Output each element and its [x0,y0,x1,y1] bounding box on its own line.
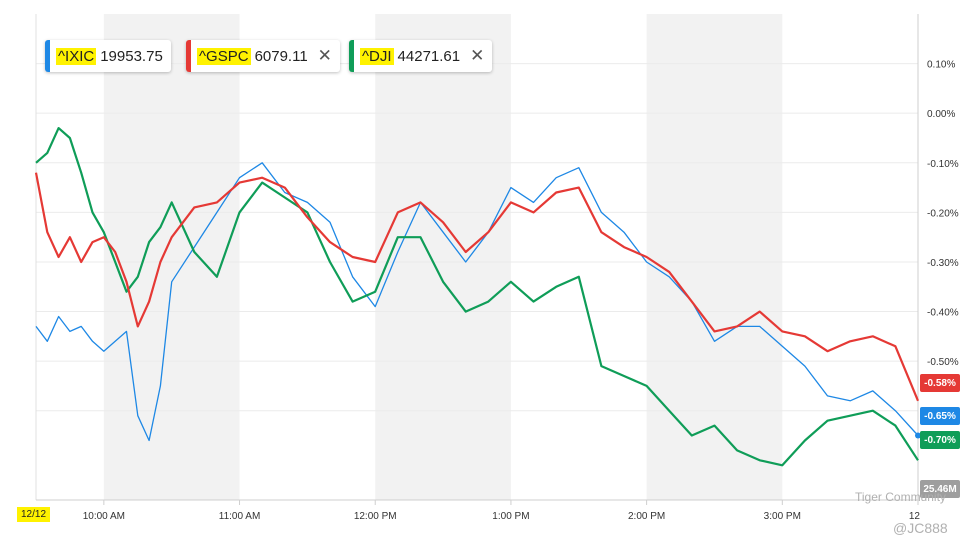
series-end-dot-ixic [915,432,921,439]
y-tick-label: -0.20% [927,208,959,219]
y-tick-label: -0.50% [927,357,959,368]
series-lines [34,127,921,467]
watermark-brand: Tiger Community [855,490,946,504]
x-tick-label: 10:00 AM [83,511,125,522]
close-icon[interactable]: ✕ [470,46,485,65]
y-axis-ticks: 0.10% 0.00% -0.10% -0.20% -0.30% -0.40% -0.50%… [927,60,959,418]
badge-dji: -0.70% [920,431,960,449]
legend-chip-dji[interactable]: ^DJI 44271.61 ✕ [349,40,493,72]
x-tick-label: 12 [909,511,921,522]
legend-color-ixic [45,40,50,72]
y-tick-label: -0.30% [927,258,959,269]
watermark-user: @JC888 [893,520,948,536]
x-tick-label: 11:00 AM [219,511,261,522]
badge-volume: 25.46M [920,480,960,498]
legend-value-gspc: 6079.11 [254,47,308,65]
legend-symbol-ixic: ^IXIC [56,47,97,65]
legend-symbol-dji: ^DJI [360,47,394,65]
series-line-ixic [35,162,919,442]
session-band-1 [375,14,511,500]
y-tick-label: -0.40% [927,308,959,319]
close-icon[interactable]: ✕ [317,46,332,65]
y-tick-label: -0.10% [927,159,959,170]
series-line-dji [35,127,919,467]
session-band-2 [646,14,783,500]
badge-ixic: -0.65% [920,407,960,425]
legend-symbol-gspc: ^GSPC [197,47,251,65]
x-tick-label: 3:00 PM [764,511,801,522]
legend-chip-ixic[interactable]: ^IXIC 19953.75 [45,40,171,72]
x-tick-label: 2:00 PM [628,511,665,522]
x-axis-ticks: 10:00 AM 11:00 AM 12:00 PM 1:00 PM 2:00 PM 3:… [83,500,921,522]
session-band-0 [103,14,240,500]
grid-lines [35,14,919,501]
y-tick-label: 0.00% [927,109,955,120]
y-tick-label: 0.10% [927,60,955,71]
x-tick-label: 1:00 PM [492,511,529,522]
legend-value-ixic: 19953.75 [100,47,163,65]
series-line-gspc [34,172,920,402]
badge-gspc: -0.58% [920,374,960,392]
session-bands [103,14,783,500]
date-label: 12/12 [17,507,51,522]
legend-value-dji: 44271.61 [397,47,461,65]
legend-color-gspc [186,40,191,72]
legend-color-dji [349,40,354,72]
legend-chip-gspc[interactable]: ^GSPC 6079.11 ✕ [186,40,340,72]
x-tick-label: 12:00 PM [354,511,397,522]
